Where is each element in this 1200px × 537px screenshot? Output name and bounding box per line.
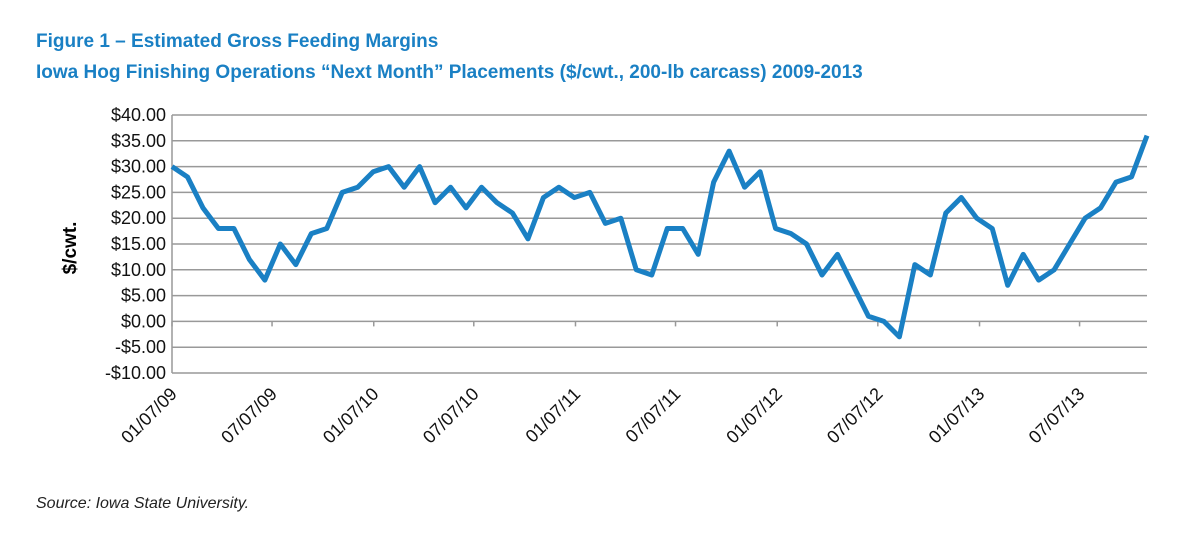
data-line	[170, 134, 1150, 340]
y-tick-label: $15.00	[111, 234, 166, 254]
y-tick-label: $35.00	[111, 131, 166, 151]
x-tick-label: 01/07/10	[319, 384, 383, 448]
y-tick-label: $25.00	[111, 182, 166, 202]
y-tick-label: $5.00	[121, 286, 166, 306]
y-tick-label: $30.00	[111, 157, 166, 177]
y-tick-label: $10.00	[111, 260, 166, 280]
x-tick-label: 07/07/11	[622, 384, 685, 447]
y-tick-label: -$5.00	[115, 337, 166, 357]
chart-subtitle: Iowa Hog Finishing Operations “Next Mont…	[36, 62, 863, 83]
x-tick-label: 07/07/13	[1025, 384, 1089, 448]
x-tick-label: 01/07/11	[522, 384, 585, 447]
y-tick-label: $40.00	[111, 105, 166, 125]
chart-title: Figure 1 – Estimated Gross Feeding Margi…	[36, 31, 438, 52]
y-tick-label: $20.00	[111, 208, 166, 228]
y-tick-label: $0.00	[121, 311, 166, 331]
x-tick-label: 01/07/12	[722, 384, 786, 448]
x-tick-label: 01/07/09	[117, 384, 181, 448]
y-axis-label: $/cwt.	[60, 222, 81, 275]
x-tick-label: 07/07/09	[217, 384, 281, 448]
source-note: Source: Iowa State University.	[36, 495, 249, 512]
x-tick-label: 07/07/12	[823, 384, 887, 448]
x-tick-label: 07/07/10	[419, 384, 483, 448]
y-tick-label: -$10.00	[105, 363, 166, 383]
x-tick-label: 01/07/13	[925, 384, 989, 448]
